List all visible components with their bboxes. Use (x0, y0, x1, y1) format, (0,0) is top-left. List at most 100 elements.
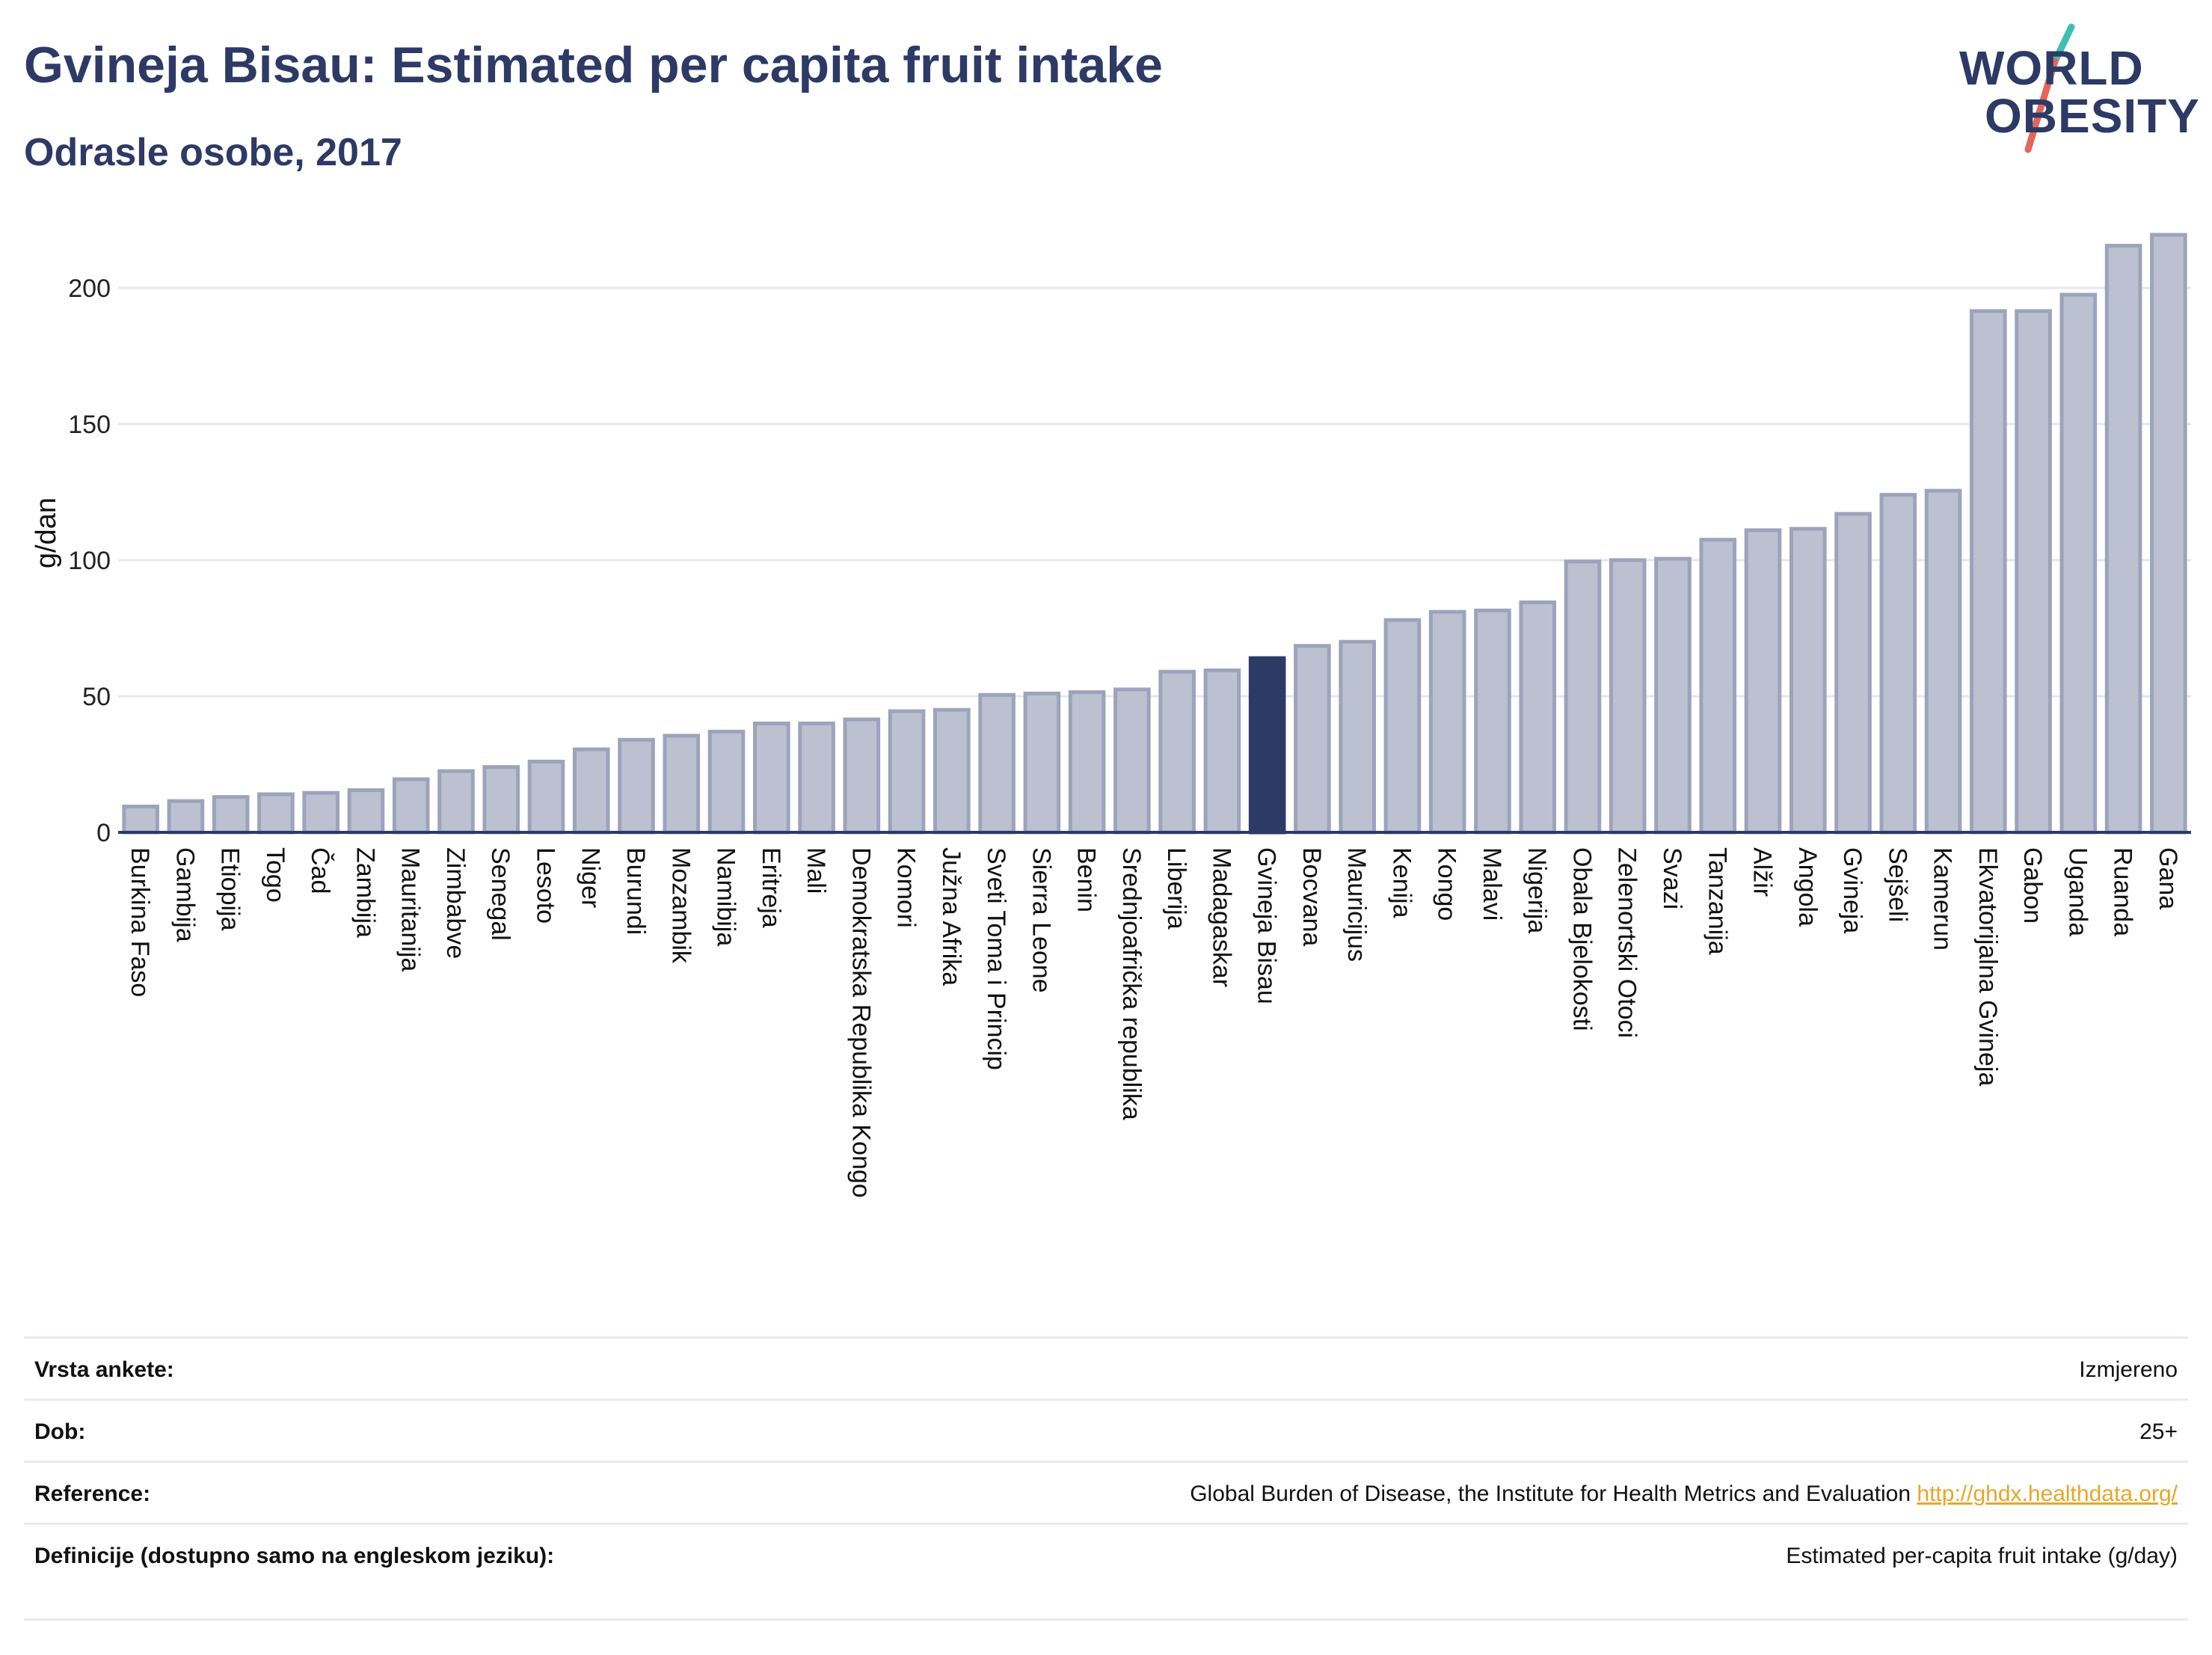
x-tick-label: Lesoto (531, 847, 559, 924)
bar-sierra-leone[interactable] (1023, 691, 1061, 835)
bar-južna-afrika[interactable] (933, 707, 971, 835)
x-tick-label: Tanzanija (1703, 847, 1731, 955)
x-tick-label: Mozambik (666, 847, 695, 964)
x-tick-label: Gvineja (1838, 847, 1867, 933)
bar-bocvana[interactable] (1294, 644, 1331, 835)
x-tick-label: Liberija (1162, 847, 1191, 930)
bar-srednjoafrička-republika[interactable] (1113, 687, 1151, 835)
meta-key: Reference: (34, 1481, 151, 1506)
meta-row-survey-type: Vrsta ankete: Izmjereno (24, 1336, 2188, 1398)
logo-word-obesity: OBESITY (1985, 89, 2200, 143)
x-tick-label: Kongo (1433, 847, 1461, 921)
y-tick-label: 100 (68, 547, 111, 575)
bar-lesoto[interactable] (527, 759, 565, 835)
x-tick-label: Gambija (170, 847, 199, 942)
x-tick-label: Togo (261, 847, 289, 903)
meta-value: Izmjereno (2079, 1357, 2178, 1382)
x-tick-label: Sejšeli (1883, 847, 1911, 922)
bar-etiopija[interactable] (212, 795, 250, 835)
y-tick-label: 150 (68, 411, 111, 439)
x-tick-label: Ruanda (2109, 847, 2137, 936)
bar-komori[interactable] (888, 709, 926, 835)
bar-madagaskar[interactable] (1203, 668, 1241, 835)
logo-word-world: WORLD (1959, 41, 2144, 95)
x-tick-label: Benin (1072, 847, 1101, 912)
x-tick-label: Namibija (712, 847, 740, 946)
bar-mali[interactable] (798, 721, 835, 835)
bar-gabon[interactable] (2015, 309, 2052, 835)
bar-mozambik[interactable] (663, 734, 701, 835)
chart-subtitle: Odrasle osobe, 2017 (24, 131, 402, 174)
x-tick-label: Zambija (351, 847, 379, 938)
bar-zambija[interactable] (347, 788, 385, 835)
bar-senegal[interactable] (482, 765, 520, 835)
bar-zimbabve[interactable] (437, 769, 475, 835)
bar-sejšeli[interactable] (1879, 493, 1917, 835)
x-tick-label: Sierra Leone (1027, 847, 1055, 993)
bar-ruanda[interactable] (2104, 244, 2142, 835)
bar-eritreja[interactable] (752, 721, 790, 835)
bar-gana[interactable] (2150, 233, 2187, 835)
bar-nigerija[interactable] (1519, 600, 1557, 835)
bar-malavi[interactable] (1474, 608, 1511, 835)
x-tick-label: Nigerija (1523, 847, 1551, 933)
bar-benin[interactable] (1068, 690, 1106, 835)
reference-link[interactable]: http://ghdx.healthdata.org/ (1917, 1481, 2178, 1506)
x-tick-label: Mauricijus (1342, 847, 1371, 962)
world-obesity-logo[interactable]: WORLD OBESITY (1944, 22, 2199, 157)
x-tick-label: Kamerun (1929, 847, 1957, 951)
metadata-table: Vrsta ankete: Izmjereno Dob: 25+ Referen… (24, 1336, 2188, 1621)
bar-čad[interactable] (302, 790, 340, 835)
bar-burundi[interactable] (618, 737, 655, 835)
logo-slash-icon (2024, 23, 2075, 153)
x-tick-label: Demokratska Republika Kongo (847, 847, 875, 1198)
bar-liberija[interactable] (1158, 669, 1196, 835)
bar-alžir[interactable] (1744, 528, 1782, 835)
bar-svazi[interactable] (1654, 556, 1692, 835)
bar-tanzanija[interactable] (1699, 538, 1737, 835)
x-tick-label: Gabon (2018, 847, 2047, 924)
y-tick-label: 50 (82, 683, 111, 711)
y-tick-label: 0 (96, 819, 111, 847)
meta-key: Vrsta ankete: (34, 1357, 174, 1382)
x-tick-label: Komori (892, 847, 921, 928)
x-tick-label: Zelenortski Otoci (1613, 847, 1641, 1038)
bar-uganda[interactable] (2059, 292, 2098, 835)
bar-gvineja[interactable] (1834, 512, 1872, 835)
x-tick-label: Burundi (621, 847, 650, 935)
bar-togo[interactable] (257, 792, 295, 835)
bar-sveti-toma-i-princip[interactable] (978, 693, 1016, 835)
bar-mauritanija[interactable] (392, 777, 430, 835)
x-tick-label: Ekvatorijalna Gvineja (1973, 847, 2002, 1086)
bar-kamerun[interactable] (1924, 488, 1962, 835)
bar-ekvatorijalna-gvineja[interactable] (1970, 309, 2007, 835)
y-tick-label: 200 (68, 274, 111, 303)
bar-mauricijus[interactable] (1339, 639, 1376, 835)
bar-obala-bjelokosti[interactable] (1564, 559, 1602, 835)
bar-gambija[interactable] (167, 799, 205, 835)
bar-demokratska-republika-kongo[interactable] (843, 717, 881, 835)
meta-value: 25+ (2139, 1419, 2178, 1444)
bar-kenija[interactable] (1383, 618, 1422, 835)
meta-key: Dob: (34, 1419, 86, 1444)
y-axis-label: g/dan (31, 497, 62, 568)
x-tick-label: Srednjoafrička republika (1117, 847, 1146, 1120)
x-tick-label: Mali (802, 847, 830, 894)
x-tick-label: Bocvana (1297, 847, 1326, 946)
meta-row-reference: Reference: Global Burden of Disease, the… (24, 1461, 2188, 1523)
x-tick-label: Niger (577, 847, 605, 908)
x-tick-label: Madagaskar (1207, 847, 1235, 987)
chart-title: Gvineja Bisau: Estimated per capita frui… (24, 37, 1163, 93)
bar-gvineja-bisau[interactable] (1248, 656, 1286, 835)
x-tick-label: Senegal (486, 847, 514, 941)
bar-niger[interactable] (572, 747, 610, 835)
bar-namibija[interactable] (707, 729, 746, 835)
x-tick-label: Alžir (1748, 847, 1777, 897)
bar-angola[interactable] (1789, 526, 1827, 835)
x-tick-label: Angola (1793, 847, 1822, 927)
bar-kongo[interactable] (1428, 610, 1466, 835)
bar-zelenortski-otoci[interactable] (1609, 558, 1647, 835)
bar-burkina-faso[interactable] (122, 804, 159, 835)
bar-chart: 0 50 100 150 200 Burkina Faso Gambija Etiopija… (31, 233, 2191, 1198)
x-tick-label: Južna Afrika (937, 847, 965, 986)
